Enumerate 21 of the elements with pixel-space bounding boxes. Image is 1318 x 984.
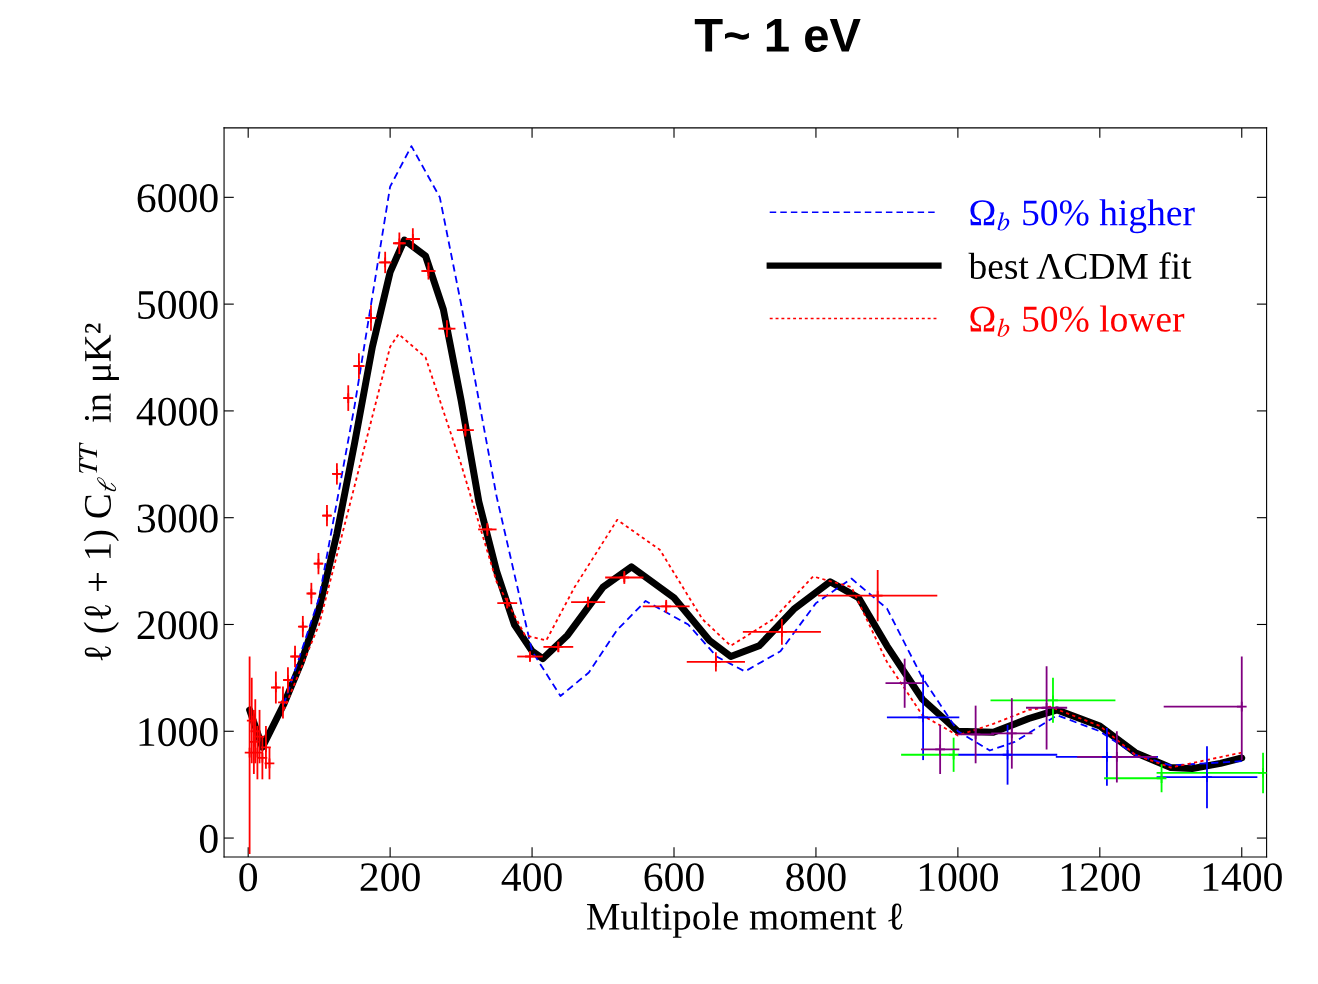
x-tick-label: 1400 [1203, 863, 1282, 892]
y-tick-label: 2000 [137, 611, 218, 640]
y-tick-label: 6000 [137, 184, 218, 213]
y-tick-label: 4000 [136, 397, 218, 426]
legend-label: best ΛCDM fit [968, 252, 1192, 280]
x-tick-label: 800 [786, 863, 846, 892]
legend-label: Ω$_{b}$ 50% lower [970, 305, 1185, 337]
y-tick-label: 3000 [137, 504, 218, 533]
x-tick-label: 1000 [919, 863, 998, 892]
x-tick-label: 0 [239, 863, 258, 892]
x-axis-title: Multipole moment ℓ [586, 902, 903, 938]
y-tick-label: 0 [199, 824, 218, 853]
y-axis-title: ℓ (ℓ + 1) C$_{ℓ}$$^{TT}$ in μK² [79, 323, 119, 661]
y-tick-label: 5000 [138, 290, 218, 319]
x-tick-label: 1200 [1061, 863, 1140, 892]
x-tick-label: 400 [501, 863, 562, 892]
y-tick-label: 1000 [139, 718, 218, 747]
x-tick-label: 600 [644, 863, 704, 892]
legend-label: Ω$_{b}$ 50% higher [970, 199, 1195, 234]
chart-title: T~ 1 eV [694, 19, 861, 53]
x-tick-label: 200 [360, 863, 420, 892]
